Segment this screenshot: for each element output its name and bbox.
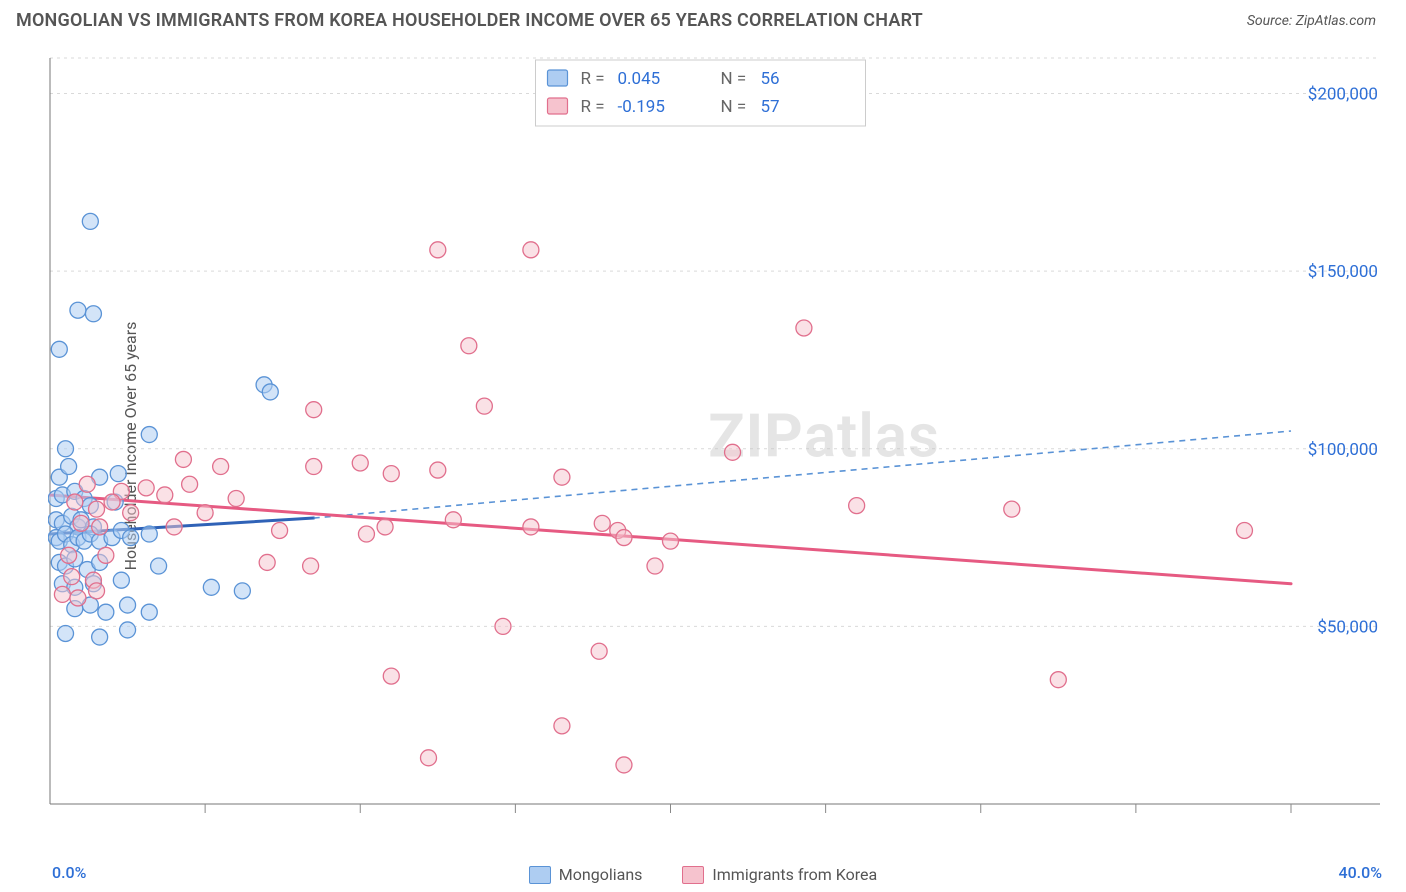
chart-title: MONGOLIAN VS IMMIGRANTS FROM KOREA HOUSE… [16, 10, 923, 31]
svg-text:ZIPatlas: ZIPatlas [708, 401, 940, 472]
svg-text:-0.195: -0.195 [618, 97, 665, 117]
footer-legend: Mongolians Immigrants from Korea [0, 865, 1406, 884]
svg-text:R =: R = [581, 97, 605, 117]
legend-swatch-icon [529, 866, 551, 884]
svg-text:R =: R = [581, 69, 605, 89]
svg-text:56: 56 [761, 69, 780, 89]
legend-swatch-icon [682, 866, 704, 884]
legend-label: Immigrants from Korea [712, 865, 877, 884]
svg-text:$200,000: $200,000 [1308, 85, 1378, 105]
legend-item-korea: Immigrants from Korea [682, 865, 877, 884]
chart-area: $50,000 $100,000 $150,000 $200,000 ZIPatlas R… [48, 50, 1386, 832]
svg-text:57: 57 [761, 97, 780, 117]
svg-text:$150,000: $150,000 [1308, 262, 1378, 282]
svg-text:$50,000: $50,000 [1317, 617, 1378, 637]
svg-text:N =: N = [721, 69, 747, 89]
legend-item-mongolians: Mongolians [529, 865, 643, 884]
svg-text:$100,000: $100,000 [1308, 440, 1378, 460]
source-label: Source: ZipAtlas.com [1247, 13, 1376, 29]
legend-label: Mongolians [559, 865, 643, 884]
svg-text:N =: N = [721, 97, 747, 117]
svg-text:0.045: 0.045 [618, 69, 661, 89]
